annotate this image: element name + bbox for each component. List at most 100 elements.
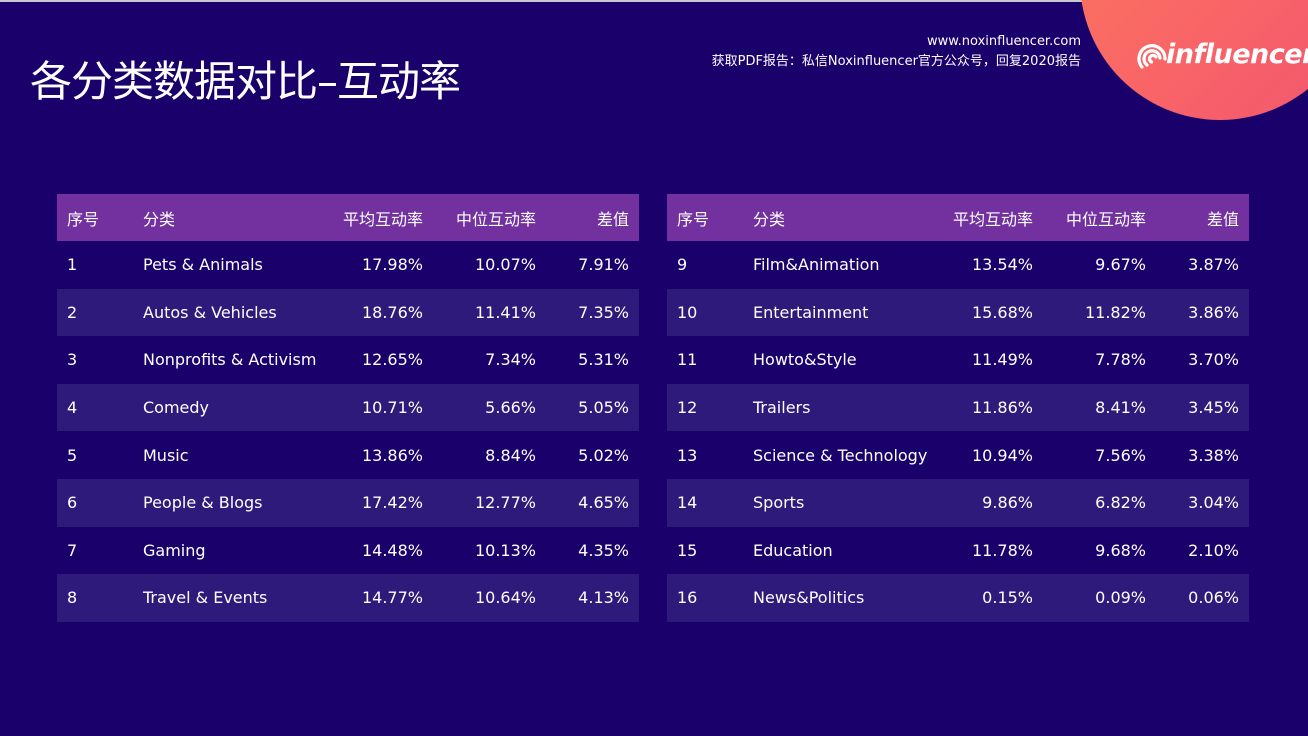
cell-avg-rate: 13.54% — [923, 241, 1033, 289]
cell-category: Howto&Style — [753, 336, 923, 384]
table-row: 16 News&Politics 0.15% 0.09% 0.06% — [667, 574, 1249, 622]
cell-median-rate: 7.78% — [1033, 336, 1146, 384]
cell-difference: 3.04% — [1146, 478, 1249, 527]
col-header-avg-rate: 平均互动率 — [923, 194, 1033, 241]
cell-avg-rate: 10.71% — [313, 383, 423, 432]
cell-avg-rate: 14.77% — [313, 574, 423, 622]
cell-avg-rate: 17.98% — [313, 241, 423, 289]
cell-difference: 4.13% — [536, 574, 639, 622]
col-header-difference: 差值 — [536, 194, 639, 241]
cell-median-rate: 5.66% — [423, 383, 536, 432]
engagement-table-right: 序号 分类 平均互动率 中位互动率 差值 9 Film&Animation 13… — [667, 194, 1249, 622]
cell-category: Autos & Vehicles — [143, 288, 313, 337]
cell-avg-rate: 17.42% — [313, 478, 423, 527]
cell-avg-rate: 0.15% — [923, 574, 1033, 622]
cell-difference: 7.35% — [536, 288, 639, 337]
table-row: 7 Gaming 14.48% 10.13% 4.35% — [57, 526, 639, 575]
cell-category: Film&Animation — [753, 241, 923, 289]
table-row: 4 Comedy 10.71% 5.66% 5.05% — [57, 383, 639, 432]
cell-difference: 4.35% — [536, 526, 639, 575]
cell-category: Pets & Animals — [143, 241, 313, 289]
table-row: 14 Sports 9.86% 6.82% 3.04% — [667, 478, 1249, 527]
cell-index: 9 — [667, 241, 753, 289]
cell-index: 4 — [57, 383, 143, 432]
cell-median-rate: 7.34% — [423, 336, 536, 384]
cell-median-rate: 12.77% — [423, 478, 536, 527]
table-row: 9 Film&Animation 13.54% 9.67% 3.87% — [667, 241, 1249, 289]
col-header-median-rate: 中位互动率 — [423, 194, 536, 241]
cell-index: 2 — [57, 288, 143, 337]
cell-category: Trailers — [753, 383, 923, 432]
table-row: 2 Autos & Vehicles 18.76% 11.41% 7.35% — [57, 288, 639, 337]
cell-difference: 3.70% — [1146, 336, 1249, 384]
cell-category: Gaming — [143, 526, 313, 575]
cell-difference: 3.87% — [1146, 241, 1249, 289]
cell-index: 14 — [667, 478, 753, 527]
cell-index: 8 — [57, 574, 143, 622]
page-title: 各分类数据对比–互动率 — [30, 57, 461, 107]
cell-category: Comedy — [143, 383, 313, 432]
cell-category: Nonprofits & Activism — [143, 336, 316, 384]
cell-index: 7 — [57, 526, 143, 575]
cell-median-rate: 10.07% — [423, 241, 536, 289]
table-header-row: 序号 分类 平均互动率 中位互动率 差值 — [667, 194, 1249, 241]
col-header-index: 序号 — [57, 194, 143, 241]
table-row: 5 Music 13.86% 8.84% 5.02% — [57, 431, 639, 479]
brand-logo: influencer — [1136, 34, 1308, 74]
table-row: 3 Nonprofits & Activism 12.65% 7.34% 5.3… — [57, 336, 639, 384]
cell-index: 3 — [57, 336, 143, 384]
col-header-category: 分类 — [753, 194, 923, 241]
cell-index: 5 — [57, 431, 143, 479]
cell-difference: 3.38% — [1146, 431, 1249, 479]
cell-index: 15 — [667, 526, 753, 575]
cell-difference: 7.91% — [536, 241, 639, 289]
cell-avg-rate: 11.49% — [923, 336, 1033, 384]
cell-median-rate: 7.56% — [1033, 431, 1146, 479]
top-border — [0, 0, 1308, 2]
engagement-table-left: 序号 分类 平均互动率 中位互动率 差值 1 Pets & Animals 17… — [57, 194, 639, 622]
cell-difference: 3.86% — [1146, 288, 1249, 337]
signal-waves-icon — [1137, 44, 1167, 69]
cell-index: 10 — [667, 288, 753, 337]
col-header-avg-rate: 平均互动率 — [313, 194, 423, 241]
cell-avg-rate: 14.48% — [313, 526, 423, 575]
cell-index: 12 — [667, 383, 753, 432]
cell-avg-rate: 12.65% — [313, 336, 423, 384]
cell-index: 16 — [667, 574, 753, 622]
header-info: www.noxinfluencer.com 获取PDF报告：私信Noxinflu… — [712, 32, 1081, 72]
col-header-median-rate: 中位互动率 — [1033, 194, 1146, 241]
cell-difference: 0.06% — [1146, 574, 1249, 622]
cell-median-rate: 9.68% — [1033, 526, 1146, 575]
table-header-row: 序号 分类 平均互动率 中位互动率 差值 — [57, 194, 639, 241]
cell-difference: 5.05% — [536, 383, 639, 432]
cell-median-rate: 11.82% — [1033, 288, 1146, 337]
cell-avg-rate: 15.68% — [923, 288, 1033, 337]
col-header-index: 序号 — [667, 194, 753, 241]
cell-median-rate: 0.09% — [1033, 574, 1146, 622]
cell-median-rate: 9.67% — [1033, 241, 1146, 289]
cell-index: 6 — [57, 478, 143, 527]
cell-avg-rate: 11.78% — [923, 526, 1033, 575]
cell-category: Education — [753, 526, 923, 575]
cell-avg-rate: 9.86% — [923, 478, 1033, 527]
table-row: 1 Pets & Animals 17.98% 10.07% 7.91% — [57, 241, 639, 289]
table-row: 11 Howto&Style 11.49% 7.78% 3.70% — [667, 336, 1249, 384]
table-row: 13 Science & Technology 10.94% 7.56% 3.3… — [667, 431, 1249, 479]
table-row: 6 People & Blogs 17.42% 12.77% 4.65% — [57, 478, 639, 527]
table-row: 12 Trailers 11.86% 8.41% 3.45% — [667, 383, 1249, 432]
cell-avg-rate: 13.86% — [313, 431, 423, 479]
cell-index: 11 — [667, 336, 753, 384]
cell-median-rate: 8.41% — [1033, 383, 1146, 432]
cell-difference: 4.65% — [536, 478, 639, 527]
website-url: www.noxinfluencer.com — [926, 34, 1081, 49]
cell-category: News&Politics — [753, 574, 923, 622]
cell-median-rate: 10.64% — [423, 574, 536, 622]
report-note: 获取PDF报告：私信Noxinfluencer官方公众号，回复2020报告 — [711, 54, 1081, 69]
cell-index: 1 — [57, 241, 143, 289]
cell-category: Travel & Events — [143, 574, 313, 622]
cell-category: Science & Technology — [753, 431, 927, 479]
cell-difference: 5.02% — [536, 431, 639, 479]
cell-median-rate: 10.13% — [423, 526, 536, 575]
cell-median-rate: 6.82% — [1033, 478, 1146, 527]
cell-difference: 2.10% — [1146, 526, 1249, 575]
